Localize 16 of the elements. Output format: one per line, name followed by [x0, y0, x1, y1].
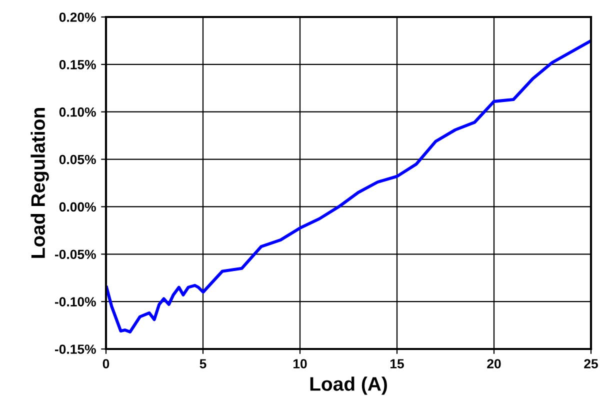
x-tick-label: 25	[584, 359, 598, 368]
x-tick-label: 15	[390, 359, 404, 368]
x-tick-label: 0	[102, 359, 110, 368]
y-tick-label: 0.15%	[59, 60, 96, 70]
y-tick-label: 0.00%	[59, 202, 96, 212]
x-tick-label: 10	[293, 359, 307, 368]
y-tick-label: -0.15%	[54, 344, 96, 354]
y-tick-label: -0.10%	[54, 297, 96, 306]
x-axis-title: Load (A)	[310, 376, 387, 395]
y-axis-title: Load Regulation	[30, 108, 49, 258]
y-tick-label: 0.05%	[59, 154, 96, 164]
x-tick-label: 5	[200, 359, 206, 368]
y-tick-label: -0.05%	[54, 250, 96, 260]
y-tick-label: 0.10%	[59, 107, 96, 117]
y-tick-label: 0.20%	[59, 12, 96, 22]
x-tick-label: 20	[487, 359, 501, 368]
